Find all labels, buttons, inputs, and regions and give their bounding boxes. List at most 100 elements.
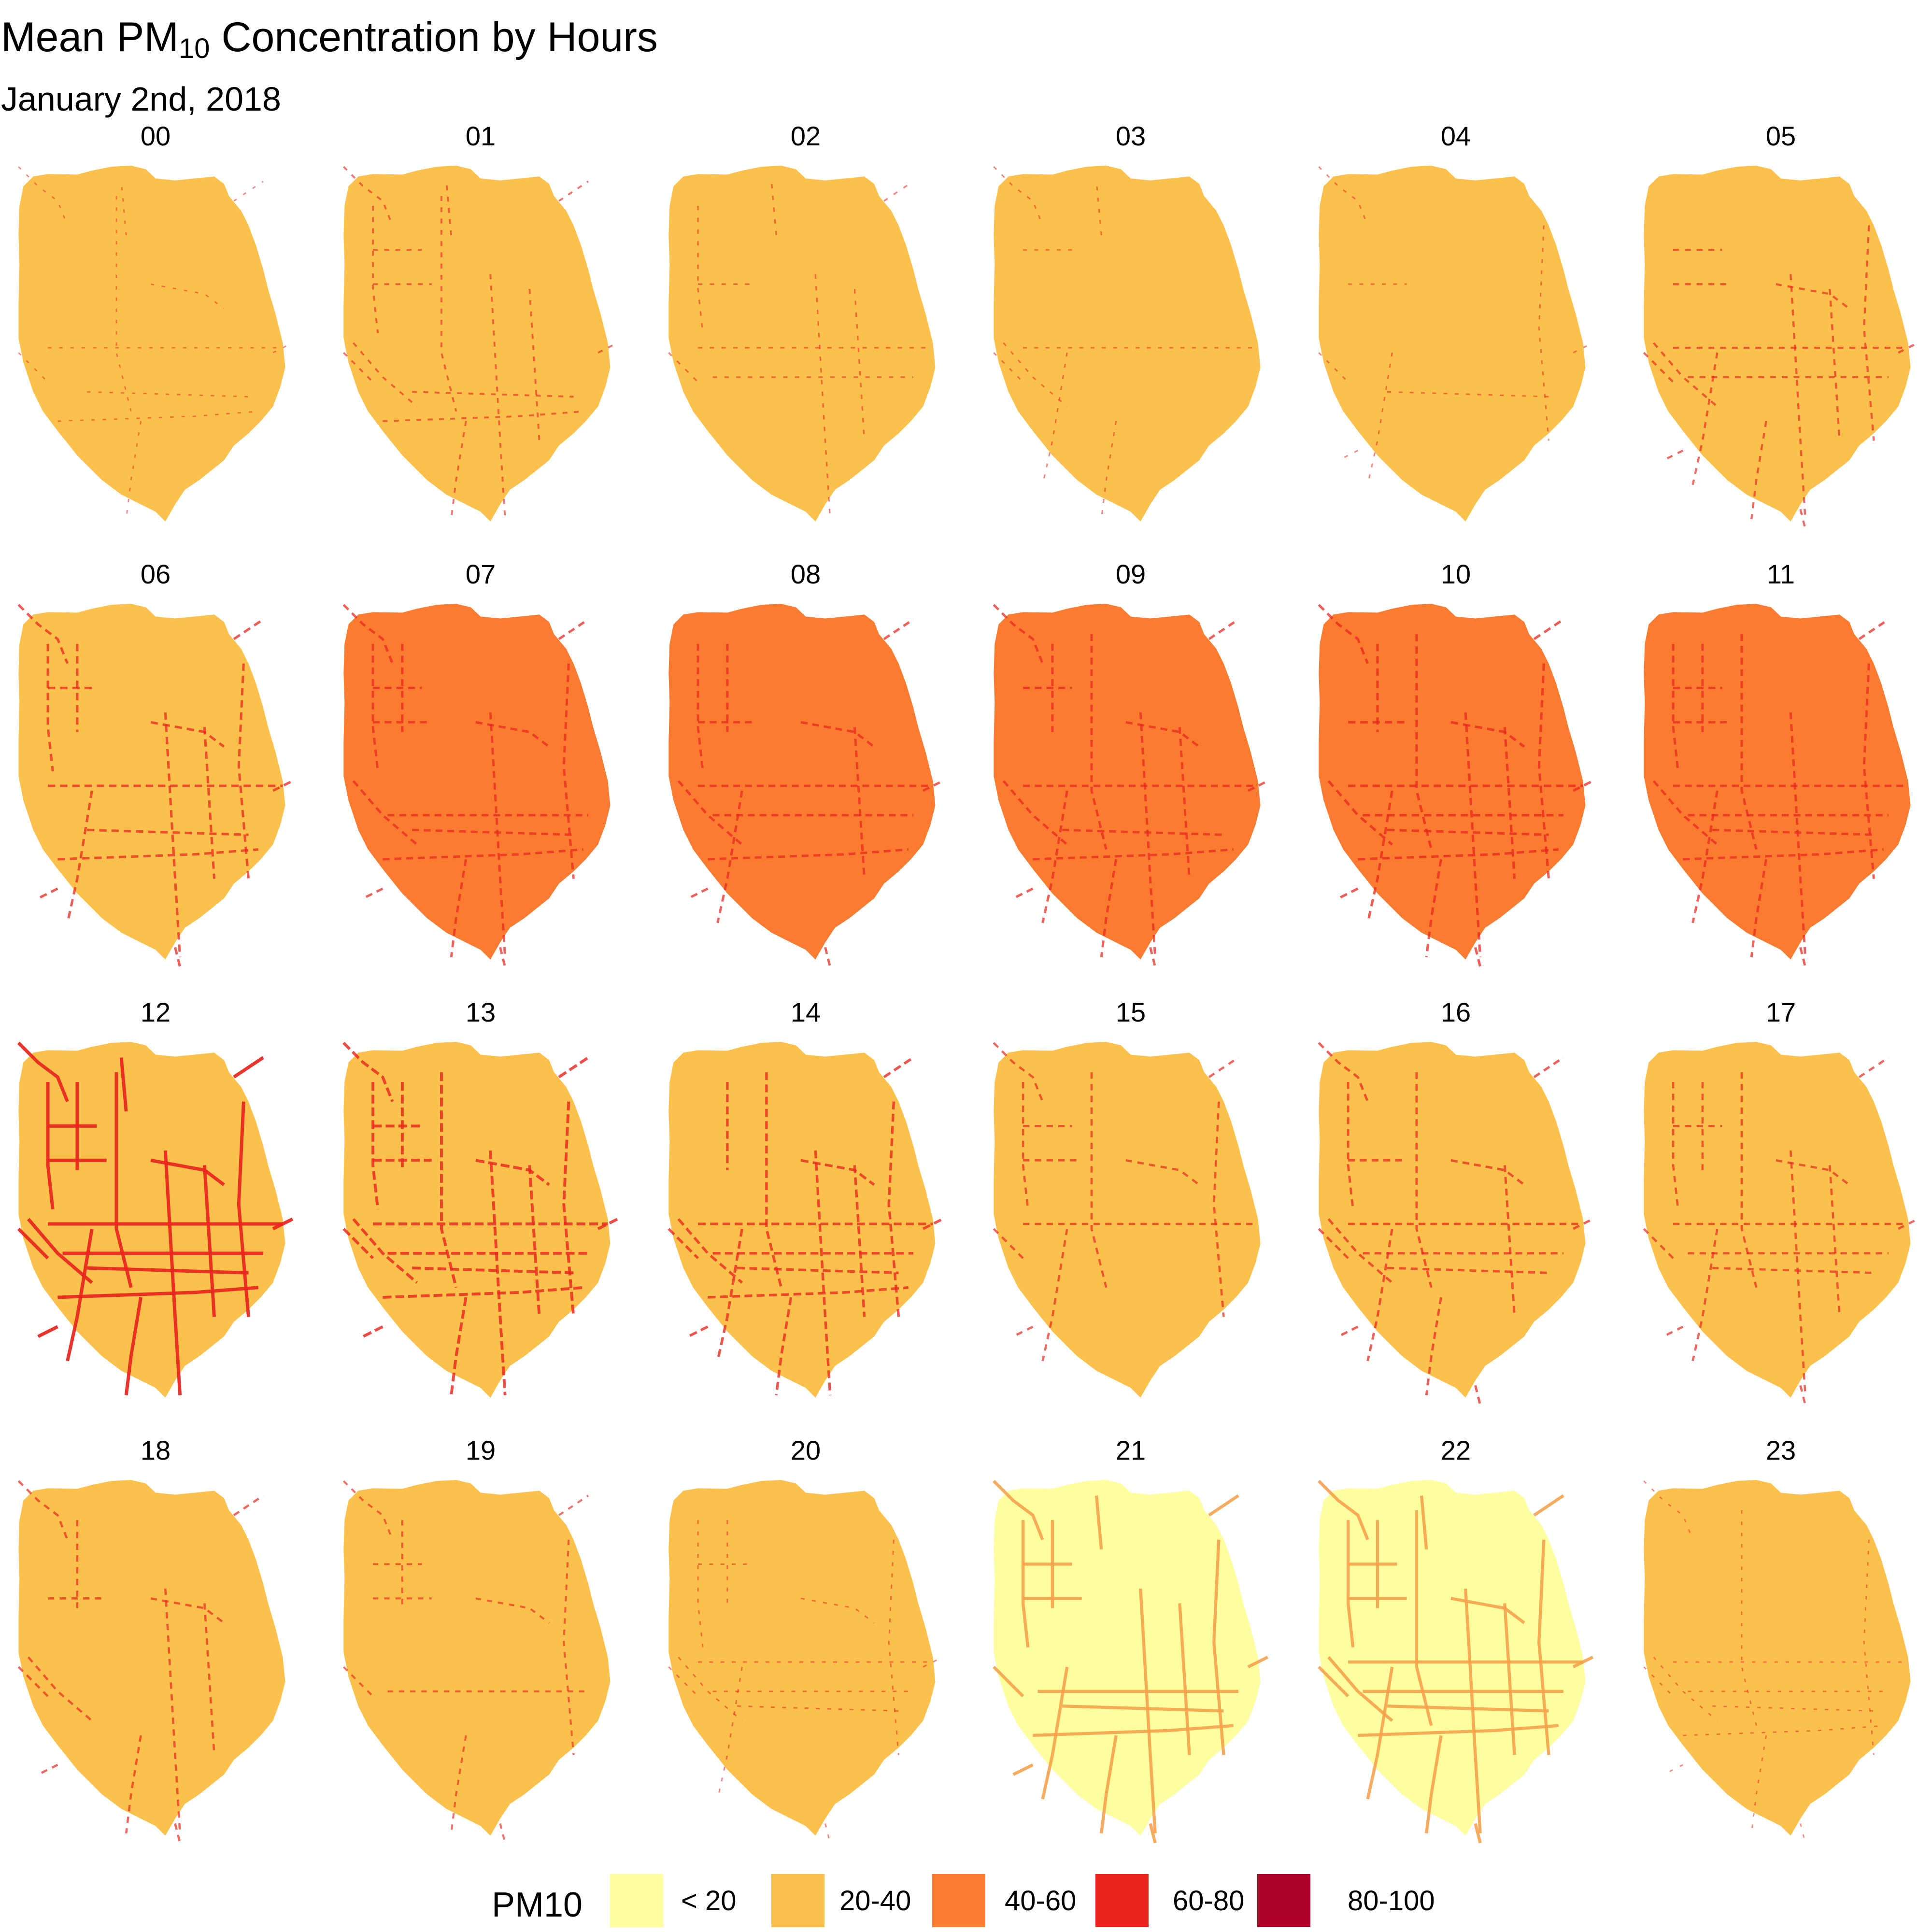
road-segment: [1366, 1228, 1393, 1362]
road-segment: [352, 780, 418, 846]
region-fill: [668, 1480, 936, 1836]
road-segment: [272, 1217, 294, 1231]
road-segment: [1139, 1588, 1157, 1833]
road-segment: [450, 1297, 468, 1395]
road-segment: [1041, 1666, 1069, 1800]
road-segment: [1346, 1520, 1355, 1648]
panel-label-22: 22: [1440, 1435, 1471, 1465]
road-segment: [18, 352, 49, 383]
road-segment: [1366, 1666, 1394, 1800]
road-segment: [677, 780, 743, 846]
region-fill: [343, 1480, 611, 1836]
panel-label-06: 06: [140, 559, 171, 589]
road-segment: [737, 1705, 899, 1712]
road-segment: [1318, 1042, 1369, 1102]
title-subscript: 10: [179, 33, 210, 64]
road-segment: [1503, 727, 1516, 879]
road-segment: [1012, 887, 1034, 900]
road-segment: [770, 181, 777, 236]
map-panel-20: [668, 1480, 943, 1844]
region-fill: [668, 166, 936, 522]
road-segment: [1750, 421, 1767, 519]
road-segment: [558, 1494, 589, 1516]
road-segment: [66, 1228, 94, 1362]
map-panel-03: [993, 166, 1261, 522]
map-panel-09: [993, 604, 1268, 967]
road-segment: [993, 352, 1024, 383]
road-segment: [17, 604, 69, 664]
road-segment: [383, 410, 583, 422]
road-segment: [272, 780, 293, 792]
road-segment: [597, 342, 618, 354]
road-segment: [1100, 1735, 1118, 1834]
map-panel-22: [1318, 1479, 1594, 1844]
road-segment: [371, 644, 379, 771]
road-segment: [233, 181, 264, 202]
road-segment: [1178, 727, 1191, 879]
road-segment: [814, 1150, 832, 1395]
panel-label-16: 16: [1440, 997, 1471, 1027]
road-segment: [1450, 721, 1525, 748]
road-segment: [1358, 1724, 1559, 1737]
road-segment: [814, 274, 831, 519]
region-fill: [18, 1480, 285, 1836]
road-segment: [1100, 421, 1117, 519]
road-segment: [342, 1666, 374, 1697]
road-segment: [164, 712, 182, 957]
road-segment: [1450, 1597, 1525, 1624]
map-panel-11: [1644, 604, 1911, 967]
legend-label: 40-60: [1005, 1885, 1077, 1917]
region-fill: [994, 604, 1261, 960]
road-segment: [412, 1266, 574, 1275]
road-segment: [716, 1228, 743, 1362]
road-segment: [1450, 1159, 1525, 1186]
road-segment: [1573, 1218, 1593, 1230]
road-segment: [342, 352, 374, 383]
road-segment: [1318, 166, 1369, 226]
region-fill: [1319, 1480, 1586, 1836]
road-segment: [1318, 1479, 1369, 1540]
road-segment: [1691, 790, 1719, 923]
title-suffix: Concentration by Hours: [210, 14, 658, 60]
road-segment: [887, 1101, 900, 1317]
road-segment: [800, 1159, 875, 1186]
panel-label-15: 15: [1115, 997, 1146, 1027]
road-segment: [1041, 790, 1068, 923]
panel-label-23: 23: [1765, 1435, 1796, 1465]
road-segment: [993, 166, 1044, 226]
road-segment: [1672, 1082, 1679, 1209]
road-segment: [558, 618, 589, 640]
road-segment: [87, 828, 249, 836]
road-segment: [922, 1218, 943, 1230]
road-segment: [883, 1056, 914, 1079]
region-fill: [1644, 1042, 1911, 1398]
road-segment: [708, 1286, 909, 1299]
panel-label-09: 09: [1115, 559, 1146, 589]
road-segment: [27, 1218, 93, 1284]
road-segment: [150, 1158, 225, 1186]
road-segment: [1139, 712, 1157, 957]
road-segment: [668, 1228, 699, 1259]
road-segment: [163, 1150, 182, 1395]
road-segment: [1318, 1665, 1350, 1698]
road-segment: [1337, 1325, 1359, 1338]
road-segment: [475, 1597, 550, 1624]
map-panel-23: [1643, 1480, 1911, 1844]
road-segment: [342, 1042, 394, 1102]
road-segment: [923, 780, 943, 792]
panel-label-04: 04: [1440, 121, 1471, 151]
road-segment: [1799, 509, 1806, 529]
road-segment: [1776, 1159, 1850, 1186]
road-segment: [125, 421, 142, 519]
road-segment: [1740, 634, 1758, 850]
road-segment: [1858, 618, 1889, 640]
map-panel-02: [668, 166, 936, 522]
road-segment: [57, 1286, 259, 1299]
road-segment: [697, 206, 704, 333]
road-segment: [993, 1479, 1044, 1540]
map-panel-16: [1318, 1042, 1593, 1406]
road-segment: [1533, 1056, 1564, 1079]
road-segment: [883, 618, 914, 640]
road-segment: [1572, 1656, 1594, 1668]
road-segment: [233, 1056, 264, 1079]
